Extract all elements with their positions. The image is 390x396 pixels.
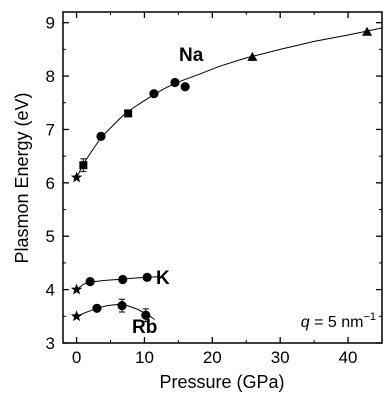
na-point-star bbox=[70, 171, 83, 183]
x-tick-label: 40 bbox=[339, 348, 358, 367]
k-point-circle bbox=[85, 277, 95, 287]
axis-ticks: 0 10 20 30 40 3 4 5 6 7 8 9 bbox=[46, 12, 383, 367]
data-markers bbox=[70, 26, 373, 322]
na-point-circle bbox=[170, 77, 180, 88]
na-point-square bbox=[124, 109, 133, 118]
na-fit-curve bbox=[76, 27, 383, 178]
x-tick-label: 30 bbox=[271, 348, 290, 367]
y-tick-label: 6 bbox=[46, 174, 55, 193]
k-point-star bbox=[70, 283, 83, 295]
na-point-circle bbox=[96, 131, 106, 141]
y-tick-label: 3 bbox=[46, 334, 55, 353]
rb-point-circle bbox=[141, 310, 151, 320]
y-tick-label: 7 bbox=[46, 120, 55, 139]
rb-series-label: Rb bbox=[132, 317, 157, 338]
x-axis-title: Pressure (GPa) bbox=[159, 372, 284, 392]
x-tick-label: 10 bbox=[135, 348, 154, 367]
y-tick-label: 9 bbox=[46, 14, 55, 33]
na-point-square bbox=[79, 161, 88, 170]
y-axis-title: Plasmon Energy (eV) bbox=[12, 92, 32, 263]
series-labels: Na K Rb bbox=[132, 45, 204, 338]
x-tick-label: 0 bbox=[72, 348, 81, 367]
k-series-label: K bbox=[156, 268, 170, 289]
na-point-circle bbox=[149, 89, 159, 99]
na-point-triangle bbox=[247, 51, 258, 61]
y-tick-label: 4 bbox=[46, 281, 55, 300]
na-point-triangle bbox=[362, 26, 373, 36]
na-point-circle bbox=[180, 82, 190, 92]
x-tick-label: 20 bbox=[203, 348, 222, 367]
y-tick-label: 5 bbox=[46, 227, 55, 246]
rb-point-circle bbox=[92, 303, 102, 313]
q-annotation-rest: = 5 nm bbox=[310, 314, 364, 331]
k-point-circle bbox=[142, 272, 152, 282]
k-point-circle bbox=[118, 274, 128, 285]
rb-point-circle bbox=[117, 301, 127, 311]
q-annotation-var: q bbox=[301, 314, 310, 331]
plot-frame bbox=[62, 11, 383, 344]
rb-point-star bbox=[70, 310, 83, 322]
na-series-label: Na bbox=[179, 45, 204, 66]
k-fit-curve bbox=[76, 276, 159, 291]
q-annotation-sup: −1 bbox=[363, 311, 376, 323]
q-annotation: q = 5 nm−1 bbox=[301, 311, 376, 331]
y-tick-label: 8 bbox=[46, 67, 55, 86]
error-bars bbox=[80, 158, 149, 323]
